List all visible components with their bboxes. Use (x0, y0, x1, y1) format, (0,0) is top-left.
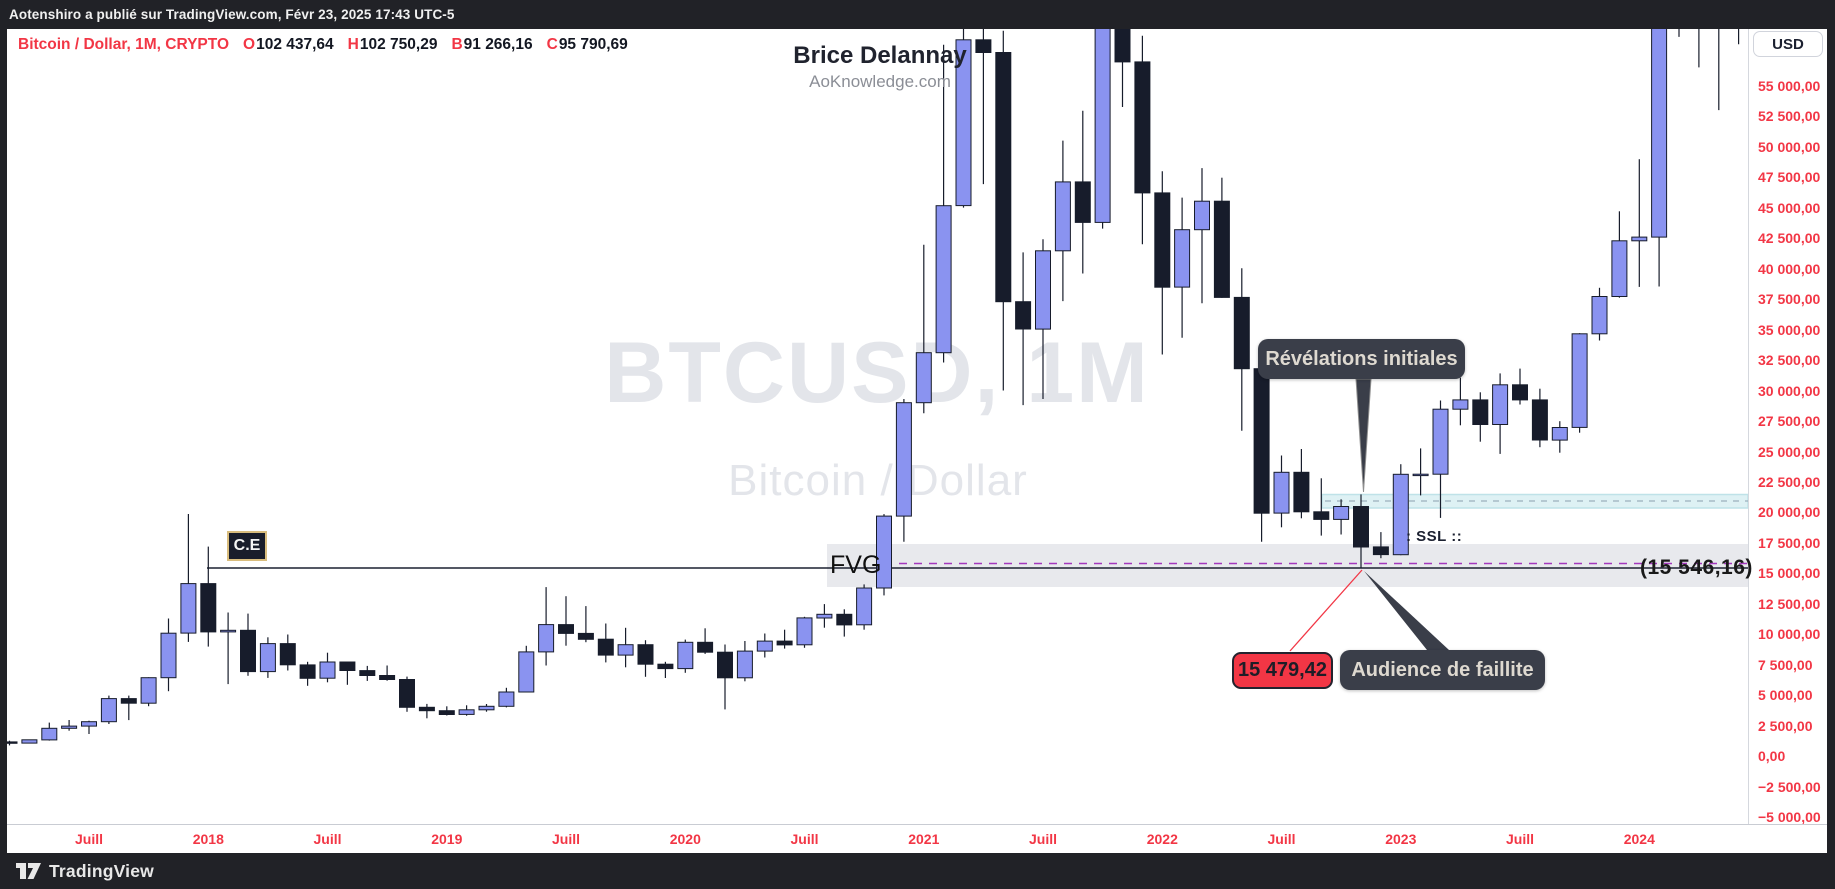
time-axis-label: Juill (551, 831, 581, 847)
price-axis[interactable]: 55 000,00 52 500,00 50 000,00 47 500,00 45 0… (1748, 29, 1827, 826)
time-axis-label: 2023 (1385, 831, 1417, 847)
price-axis-label: 25 000,00 (1758, 443, 1821, 460)
symbol-legend[interactable]: Bitcoin / Dollar, 1M, CRYPTO O 102 437,6… (18, 36, 628, 54)
consequent-encroachment-label[interactable]: C.E (227, 531, 267, 561)
price-axis-label: 52 500,00 (1758, 108, 1821, 125)
publish-info-bar: Aotenshiro a publié sur TradingView.com,… (0, 0, 1835, 29)
price-axis-label: 37 500,00 (1758, 291, 1821, 308)
price-axis-label: 7 500,00 (1758, 656, 1813, 673)
left-border (0, 0, 7, 889)
author-name: Brice Delannay (793, 42, 967, 69)
bankruptcy-hearing-callout[interactable]: Audience de faillite (1340, 650, 1545, 690)
high-key: H (347, 36, 359, 53)
low-key: B (451, 36, 463, 53)
close-key: C (546, 36, 558, 53)
time-axis-label: 2019 (431, 831, 463, 847)
close-value: C 95 790,69 (547, 36, 628, 54)
price-axis-label: 17 500,00 (1758, 534, 1821, 551)
bankruptcy-price-connector (1289, 569, 1363, 652)
price-axis-label: 0,00 (1758, 748, 1786, 765)
price-axis-label: 55 000,00 (1758, 77, 1821, 94)
bankruptcy-low-price-badge[interactable]: 15 479,42 (1232, 652, 1333, 689)
price-axis-label: 22 500,00 (1758, 474, 1821, 490)
publish-info-text: Aotenshiro a publié sur TradingView.com,… (9, 7, 455, 22)
time-axis-label: Juill (1267, 831, 1296, 847)
high-number: 102 750,29 (359, 36, 438, 53)
open-key: O (243, 36, 256, 53)
price-axis-label: 2 500,00 (1758, 717, 1813, 734)
currency-usd-button[interactable]: USD (1753, 31, 1823, 57)
time-axis-label: 2018 (192, 831, 224, 847)
time-axis-label: 2024 (1623, 831, 1655, 847)
close-number: 95 790,69 (558, 36, 628, 53)
tradingview-logo-icon[interactable] (15, 862, 42, 881)
watermark-symbol: BTCUSD, 1M (604, 325, 1150, 421)
initial-revelations-callout[interactable]: Révélations initiales (1258, 339, 1465, 379)
price-axis-label: −5 000,00 (1758, 809, 1821, 826)
price-axis-label: 10 000,00 (1758, 626, 1821, 643)
time-axis-label: Juill (790, 831, 819, 847)
price-axis-label: 50 000,00 (1758, 138, 1821, 155)
footer-bar: TradingView (0, 853, 1835, 889)
open-value: O 102 437,64 (243, 36, 334, 54)
time-axis-label: Juill (313, 831, 342, 847)
tradingview-brand-text[interactable]: TradingView (49, 860, 154, 881)
time-axis-label: 2022 (1146, 831, 1178, 847)
price-axis-label: 40 000,00 (1758, 260, 1821, 277)
price-axis-label: 27 500,00 (1758, 413, 1821, 429)
price-axis-label: 45 000,00 (1758, 199, 1821, 216)
high-value: H 102 750,29 (348, 36, 438, 54)
fvg-midpoint-price-label: (15 546,16) (1640, 556, 1753, 579)
author-website: AoKnowledge.com (809, 72, 951, 91)
fvg-label[interactable]: FVG (830, 551, 882, 579)
time-axis-label: 2021 (908, 831, 940, 847)
price-axis-label: 32 500,00 (1758, 352, 1821, 368)
price-axis-label: 5 000,00 (1758, 687, 1813, 704)
fvg-zone (827, 544, 1748, 587)
price-axis-label: 47 500,00 (1758, 169, 1821, 186)
watermark-description: Bitcoin / Dollar (728, 456, 1028, 505)
price-axis-label: 15 000,00 (1758, 565, 1821, 582)
candles-group (7, 29, 1740, 746)
low-number: 91 266,16 (463, 36, 533, 53)
time-axis-label: 2020 (669, 831, 701, 847)
price-axis-label: 20 000,00 (1758, 504, 1821, 521)
price-axis-label: 12 500,00 (1758, 595, 1821, 612)
price-axis-label: 42 500,00 (1758, 230, 1821, 247)
low-value: B 91 266,16 (451, 36, 532, 54)
time-axis-label: Juill (1505, 831, 1535, 847)
price-axis-label: 35 000,00 (1758, 321, 1821, 338)
time-axis-label: Juill (74, 831, 104, 847)
price-axis-label: 30 000,00 (1758, 382, 1821, 399)
right-border (1827, 0, 1835, 889)
revelations-pointer (1355, 378, 1372, 493)
bankruptcy-pointer (1364, 571, 1449, 650)
symbol-name[interactable]: Bitcoin / Dollar, 1M, CRYPTO (18, 36, 230, 53)
open-number: 102 437,64 (256, 36, 334, 53)
time-axis[interactable]: Juill 2018 Juill 2019 Juill 2020 Juill 2021 Juil… (7, 824, 1827, 853)
price-axis-label: −2 500,00 (1758, 778, 1821, 795)
time-axis-label: Juill (1028, 831, 1058, 847)
ssl-label: : SSL :: (1406, 528, 1463, 545)
